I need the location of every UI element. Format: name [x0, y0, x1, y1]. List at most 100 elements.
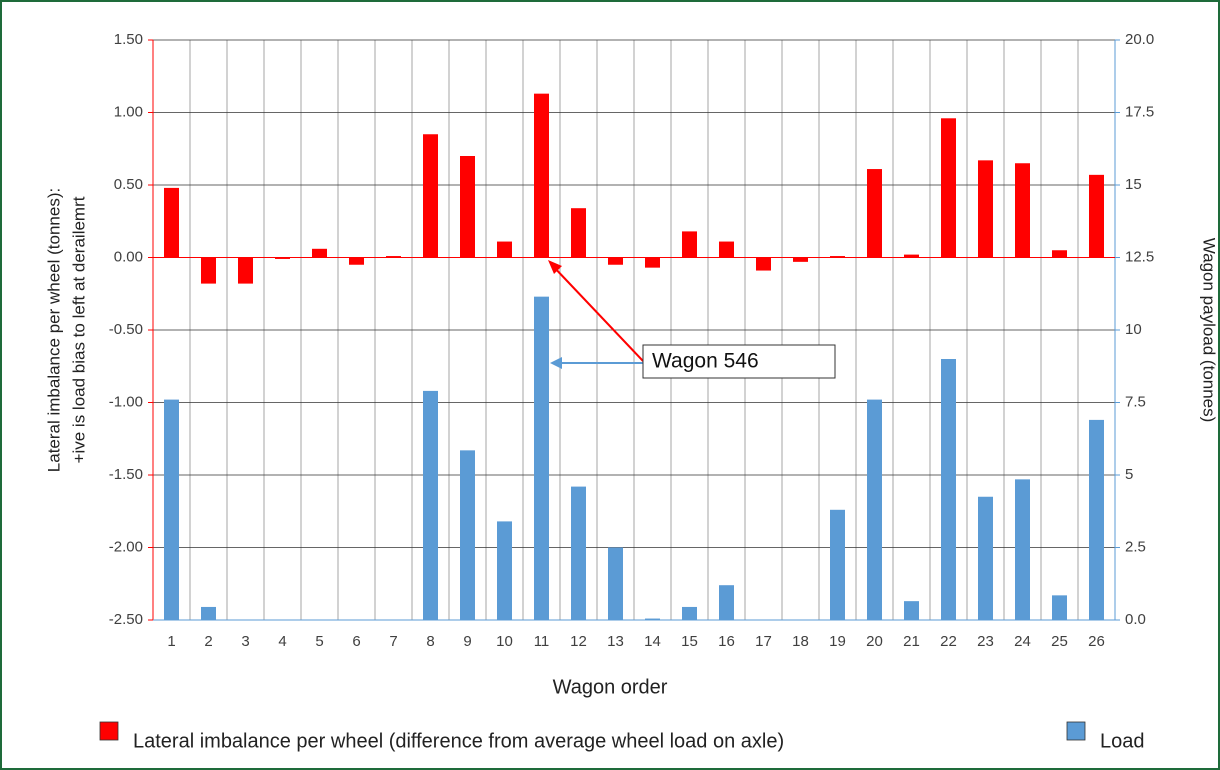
x-axis-title: Wagon order — [553, 676, 668, 698]
bar — [719, 585, 734, 620]
annotation: Wagon 546 — [652, 350, 759, 373]
x-tick-label: 17 — [755, 633, 772, 650]
bar — [534, 296, 549, 620]
legend-swatch — [1066, 721, 1086, 741]
y2-tick-label: 20.0 — [1125, 31, 1154, 48]
y-tick-label: -0.50 — [109, 321, 143, 338]
bar — [497, 241, 512, 258]
y-tick-label: -1.00 — [109, 393, 143, 410]
bar — [867, 399, 882, 620]
bar — [238, 257, 253, 284]
y-tick-label: -2.00 — [109, 538, 143, 555]
bar — [978, 496, 993, 620]
bar — [497, 521, 512, 620]
arrow-red — [550, 263, 644, 362]
bar — [904, 601, 919, 620]
x-tick-label: 19 — [829, 633, 846, 650]
bar — [460, 450, 475, 620]
bar — [682, 606, 697, 620]
y2-tick-label: 17.5 — [1125, 103, 1154, 120]
bar — [571, 486, 586, 620]
x-tick-label: 8 — [426, 633, 434, 650]
y2-tick-label: 2.5 — [1125, 538, 1146, 555]
bar — [312, 248, 327, 258]
x-tick-label: 6 — [352, 633, 360, 650]
x-tick-label: 24 — [1014, 633, 1031, 650]
x-tick-label: 21 — [903, 633, 920, 650]
y-axis-title: +ive is load bias to left at derailemrt — [69, 196, 88, 463]
legend-label: Load — [1100, 730, 1145, 752]
bar — [349, 257, 364, 265]
x-tick-label: 1 — [167, 633, 175, 650]
bar — [830, 509, 845, 620]
legend-label: Lateral imbalance per wheel (difference … — [133, 730, 784, 752]
bar — [460, 156, 475, 258]
y2-tick-label: 5 — [1125, 466, 1133, 483]
x-tick-label: 11 — [534, 633, 550, 650]
y-tick-label: 1.00 — [114, 103, 143, 120]
bar — [571, 208, 586, 258]
bar — [423, 134, 438, 258]
y2-axis-title: Wagon payload (tonnes) — [1200, 238, 1219, 423]
bar — [1089, 419, 1104, 620]
bar — [867, 169, 882, 258]
x-tick-label: 12 — [570, 633, 587, 650]
bar — [608, 257, 623, 265]
x-tick-label: 26 — [1088, 633, 1105, 650]
bar — [978, 160, 993, 258]
x-tick-label: 25 — [1051, 633, 1068, 650]
y-tick-label: 0.00 — [114, 248, 143, 265]
bar — [1015, 163, 1030, 258]
annotation-box — [642, 344, 836, 379]
bar — [386, 256, 401, 258]
bar — [1052, 595, 1067, 620]
bar — [645, 257, 660, 268]
x-tick-label: 14 — [644, 633, 661, 650]
x-tick-label: 15 — [681, 633, 698, 650]
y-tick-label: 1.50 — [114, 31, 143, 48]
y2-tick-label: 12.5 — [1125, 248, 1154, 265]
x-tick-label: 13 — [607, 633, 624, 650]
y-axis-title: Lateral imbalance per wheel (tonnes): — [44, 188, 63, 472]
x-tick-label: 3 — [241, 633, 249, 650]
y-tick-label: -2.50 — [109, 611, 143, 628]
bar — [423, 390, 438, 620]
x-tick-label: 9 — [463, 633, 471, 650]
x-tick-label: 20 — [866, 633, 883, 650]
bar — [830, 256, 845, 258]
bar — [164, 187, 179, 258]
x-tick-label: 2 — [204, 633, 212, 650]
bar — [1052, 250, 1067, 258]
bar — [941, 118, 956, 258]
x-tick-label: 4 — [278, 633, 286, 650]
x-tick-label: 22 — [940, 633, 957, 650]
arrowhead-red — [548, 260, 562, 274]
bar — [719, 241, 734, 258]
x-tick-label: 18 — [792, 633, 809, 650]
x-tick-label: 5 — [315, 633, 323, 650]
x-tick-label: 16 — [718, 633, 735, 650]
x-tick-label: 7 — [389, 633, 397, 650]
x-tick-label: 10 — [496, 633, 513, 650]
bar — [201, 257, 216, 284]
bar — [756, 257, 771, 271]
y-tick-label: -1.50 — [109, 466, 143, 483]
y2-tick-label: 7.5 — [1125, 393, 1146, 410]
bar — [534, 93, 549, 258]
bar — [201, 606, 216, 620]
bar — [793, 257, 808, 262]
bar — [1089, 174, 1104, 258]
x-tick-label: 23 — [977, 633, 994, 650]
bar — [941, 359, 956, 620]
y-tick-label: 0.50 — [114, 176, 143, 193]
y2-tick-label: 0.0 — [1125, 611, 1146, 628]
bar — [275, 257, 290, 259]
arrowhead-blue — [550, 357, 562, 369]
legend-swatch — [99, 721, 119, 741]
bar — [904, 254, 919, 258]
y2-tick-label: 10 — [1125, 321, 1142, 338]
bar — [1015, 479, 1030, 620]
bar — [164, 399, 179, 620]
